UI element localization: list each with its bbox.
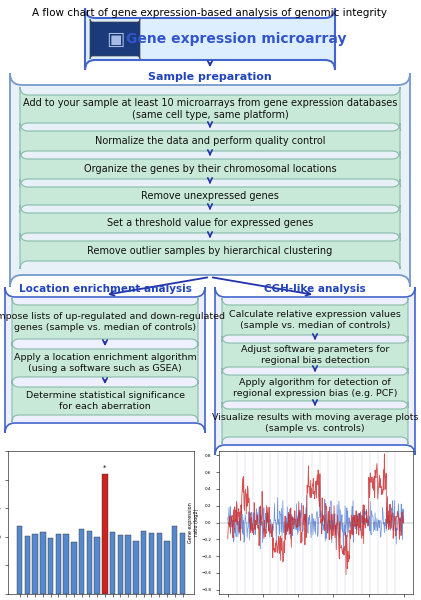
Bar bbox=[164, 541, 170, 594]
FancyBboxPatch shape bbox=[12, 380, 198, 422]
FancyBboxPatch shape bbox=[215, 287, 415, 455]
Bar bbox=[94, 537, 100, 594]
FancyBboxPatch shape bbox=[20, 233, 400, 269]
Bar bbox=[180, 533, 185, 594]
Bar bbox=[172, 526, 178, 594]
Bar bbox=[110, 532, 115, 594]
Text: Gene expression microarray: Gene expression microarray bbox=[126, 32, 346, 46]
Bar bbox=[125, 535, 131, 594]
Text: Determine statistical significance
for each aberration: Determine statistical significance for e… bbox=[26, 391, 184, 411]
Text: Location enrichment analysis: Location enrichment analysis bbox=[19, 284, 192, 294]
Text: Apply algorithm for detection of
regional expression bias (e.g. PCF): Apply algorithm for detection of regiona… bbox=[233, 378, 397, 398]
Text: Organize the genes by their chromosomal locations: Organize the genes by their chromosomal … bbox=[84, 164, 336, 174]
Bar bbox=[102, 474, 108, 594]
FancyBboxPatch shape bbox=[10, 73, 410, 287]
Text: Visualize results with moving average plots
(sample vs. controls): Visualize results with moving average pl… bbox=[212, 413, 418, 433]
FancyBboxPatch shape bbox=[20, 123, 400, 159]
Bar bbox=[141, 532, 147, 594]
FancyBboxPatch shape bbox=[12, 342, 198, 384]
Bar bbox=[40, 532, 45, 594]
Text: Set a threshold value for expressed genes: Set a threshold value for expressed gene… bbox=[107, 218, 313, 228]
Text: A flow chart of gene expression-based analysis of genomic integrity: A flow chart of gene expression-based an… bbox=[32, 8, 387, 18]
Text: Remove outlier samples by hierarchical clustering: Remove outlier samples by hierarchical c… bbox=[88, 246, 333, 256]
Text: Calculate relative expression values
(sample vs. median of controls): Calculate relative expression values (sa… bbox=[229, 310, 401, 330]
Bar bbox=[71, 542, 77, 594]
Text: Apply a location enrichment algorithm
(using a software such as GSEA): Apply a location enrichment algorithm (u… bbox=[13, 353, 196, 373]
FancyBboxPatch shape bbox=[85, 8, 335, 70]
Text: Adjust software parameters for
regional bias detection: Adjust software parameters for regional … bbox=[241, 345, 389, 365]
Bar bbox=[149, 533, 154, 594]
FancyBboxPatch shape bbox=[20, 205, 400, 241]
Y-axis label: Gene expression
ratio (log2): Gene expression ratio (log2) bbox=[188, 502, 199, 543]
Text: Compose lists of up-regulated and down-regulated
genes (sample vs. median of con: Compose lists of up-regulated and down-r… bbox=[0, 312, 226, 332]
FancyBboxPatch shape bbox=[20, 151, 400, 187]
FancyBboxPatch shape bbox=[20, 179, 400, 213]
Bar bbox=[48, 538, 53, 594]
FancyBboxPatch shape bbox=[222, 336, 408, 374]
Text: Remove unexpressed genes: Remove unexpressed genes bbox=[141, 191, 279, 201]
FancyBboxPatch shape bbox=[222, 368, 408, 408]
Bar bbox=[118, 535, 123, 594]
Bar bbox=[24, 536, 30, 594]
FancyBboxPatch shape bbox=[222, 402, 408, 444]
Bar bbox=[79, 529, 84, 594]
FancyBboxPatch shape bbox=[5, 287, 205, 433]
FancyBboxPatch shape bbox=[12, 298, 198, 346]
Text: CGH-like analysis: CGH-like analysis bbox=[264, 284, 366, 294]
Bar bbox=[133, 541, 139, 594]
Bar bbox=[17, 526, 22, 594]
Bar bbox=[64, 534, 69, 594]
Text: Normalize the data and perform quality control: Normalize the data and perform quality c… bbox=[95, 136, 325, 146]
FancyBboxPatch shape bbox=[20, 87, 400, 131]
Text: Add to your sample at least 10 microarrays from gene expression databases
(same : Add to your sample at least 10 microarra… bbox=[23, 98, 397, 120]
FancyBboxPatch shape bbox=[222, 298, 408, 342]
Bar bbox=[32, 534, 38, 594]
Bar bbox=[157, 533, 162, 594]
FancyBboxPatch shape bbox=[90, 19, 140, 59]
Text: Sample preparation: Sample preparation bbox=[148, 72, 272, 82]
Text: ▣: ▣ bbox=[106, 29, 124, 49]
Text: *: * bbox=[103, 465, 107, 471]
Bar bbox=[87, 531, 92, 594]
Bar bbox=[56, 534, 61, 594]
